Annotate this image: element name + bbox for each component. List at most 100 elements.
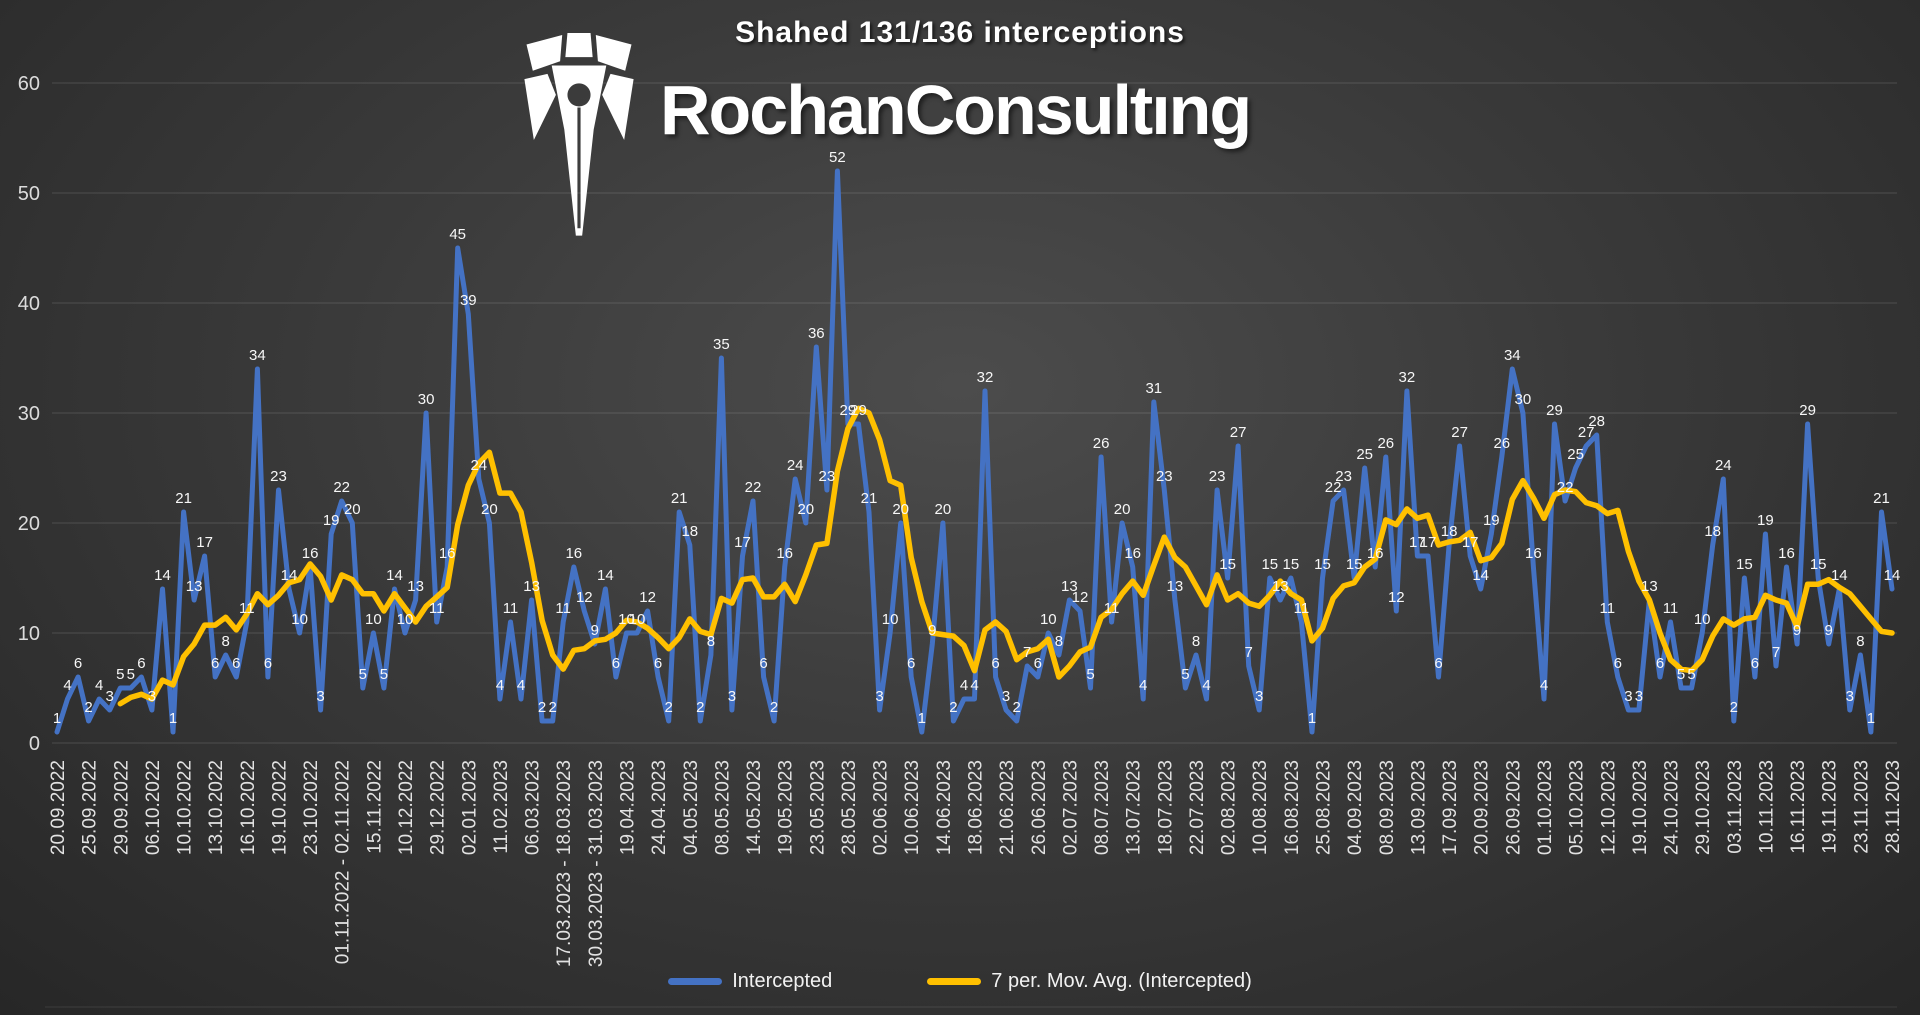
x-axis-date-label: 10.11.2023	[1756, 760, 1777, 854]
data-point-label: 34	[1504, 347, 1521, 364]
data-point-label: 6	[74, 655, 82, 672]
data-point-label: 6	[1434, 655, 1442, 672]
x-axis-date-label: 11.02.2023	[491, 760, 512, 854]
data-point-label: 12	[1388, 589, 1405, 606]
intercepted-series-line	[54, 168, 1895, 735]
data-point-label: 4	[970, 677, 978, 694]
data-point-label: 20	[1114, 501, 1131, 518]
data-point-label: 8	[1856, 633, 1864, 650]
data-point-label: 20	[935, 501, 952, 518]
data-point-label: 24	[787, 457, 804, 474]
moving-average-line-swatch	[927, 978, 982, 985]
pen-nib-icon	[524, 32, 634, 236]
data-point-label: 15	[1346, 556, 1363, 573]
x-axis-date-label: 18.06.2023	[966, 760, 987, 855]
data-point-label: 25	[1567, 446, 1584, 463]
y-axis-tick-label: 40	[18, 293, 40, 315]
data-point-label: 4	[1139, 677, 1147, 694]
x-axis-date-label: 17.09.2023	[1440, 760, 1461, 855]
data-point-label: 21	[175, 490, 192, 507]
data-point-label: 7	[1245, 644, 1253, 661]
data-point-label: 5	[380, 666, 388, 683]
x-axis-date-label: 04.05.2023	[681, 760, 702, 855]
x-axis-date-label: 25.09.2022	[80, 760, 101, 855]
data-point-label: 17	[1420, 534, 1437, 551]
data-point-label: 5	[116, 666, 124, 683]
data-point-label: 21	[861, 490, 878, 507]
x-axis-date-label: 15.11.2022	[364, 760, 385, 854]
data-point-label: 1	[169, 710, 177, 727]
data-point-label: 13	[1167, 578, 1184, 595]
data-point-label: 2	[1730, 699, 1738, 716]
data-point-label: 14	[386, 567, 403, 584]
data-point-label: 4	[1202, 677, 1210, 694]
data-point-label: 34	[249, 347, 266, 364]
data-point-label: 12	[1072, 589, 1089, 606]
data-point-label: 11	[429, 600, 445, 617]
data-point-label: 8	[1055, 633, 1063, 650]
x-axis-date-label: 10.12.2022	[396, 760, 417, 855]
y-axis-tick-label: 30	[18, 403, 40, 425]
x-axis-date-label: 01.10.2023	[1535, 760, 1556, 855]
data-point-label: 14	[1884, 567, 1901, 584]
x-axis-date-label: 24.04.2023	[649, 760, 670, 855]
x-axis-date-label: 14.05.2023	[744, 760, 765, 855]
data-point-label: 2	[1013, 699, 1021, 716]
data-point-label: 5	[1181, 666, 1189, 683]
data-point-label: 7	[1772, 644, 1780, 661]
data-point-label: 27	[1578, 424, 1595, 441]
data-point-label: 26	[1377, 435, 1394, 452]
data-point-label: 8	[1192, 633, 1200, 650]
data-point-label: 15	[1261, 556, 1278, 573]
data-point-label: 32	[1399, 369, 1416, 386]
data-point-label: 23	[270, 468, 287, 485]
data-point-label: 10	[291, 611, 308, 628]
data-point-label: 23	[1156, 468, 1173, 485]
data-point-label: 8	[222, 633, 230, 650]
data-point-label: 16	[1367, 545, 1384, 562]
data-point-label: 8	[707, 633, 715, 650]
data-point-label: 10	[882, 611, 899, 628]
data-point-label: 5	[1677, 666, 1685, 683]
data-point-label: 25	[1356, 446, 1373, 463]
data-point-label: 14	[597, 567, 614, 584]
data-point-label: 16	[1525, 545, 1542, 562]
y-axis-tick-label: 10	[18, 623, 40, 645]
data-point-label: 20	[344, 501, 361, 518]
x-axis-date-label: 23.10.2022	[301, 760, 322, 855]
data-point-label: 32	[977, 369, 994, 386]
data-point-label: 11	[1294, 600, 1310, 617]
data-point-label: 3	[1255, 688, 1263, 705]
legend-label-intercepted: Intercepted	[732, 970, 833, 992]
data-point-label: 17	[1409, 534, 1426, 551]
data-point-label: 4	[1540, 677, 1548, 694]
data-point-label: 17	[734, 534, 751, 551]
legend-item-moving-average: 7 per. Mov. Avg. (Intercepted)	[927, 970, 1252, 993]
x-axis-date-label: 21.06.2023	[997, 760, 1018, 855]
data-point-label: 29	[1546, 402, 1563, 419]
data-point-label: 3	[106, 688, 114, 705]
chart-legend: Intercepted 7 per. Mov. Avg. (Intercepte…	[0, 970, 1920, 993]
chart-title: Shahed 131/136 interceptions	[735, 16, 1185, 49]
data-point-label: 15	[1736, 556, 1753, 573]
data-point-label: 1	[53, 710, 61, 727]
data-point-label: 6	[1751, 655, 1759, 672]
data-point-label: 18	[681, 523, 698, 540]
data-point-label: 7	[1023, 644, 1031, 661]
x-axis-date-label: 20.09.2023	[1472, 760, 1493, 855]
data-point-label: 13	[523, 578, 540, 595]
data-point-label: 2	[549, 699, 557, 716]
data-point-label: 23	[819, 468, 836, 485]
data-point-label: 19	[323, 512, 340, 529]
x-axis-date-label: 20.09.2022	[48, 760, 69, 855]
legend-label-moving-average: 7 per. Mov. Avg. (Intercepted)	[991, 970, 1252, 992]
data-point-label: 4	[63, 677, 71, 694]
data-point-label: 3	[1624, 688, 1632, 705]
data-point-label: 11	[1663, 600, 1679, 617]
legend-item-intercepted: Intercepted	[668, 970, 832, 993]
data-point-label: 11	[1104, 600, 1120, 617]
data-point-label: 16	[1778, 545, 1795, 562]
data-point-label: 30	[418, 391, 435, 408]
x-axis-date-label: 22.07.2023	[1187, 760, 1208, 855]
